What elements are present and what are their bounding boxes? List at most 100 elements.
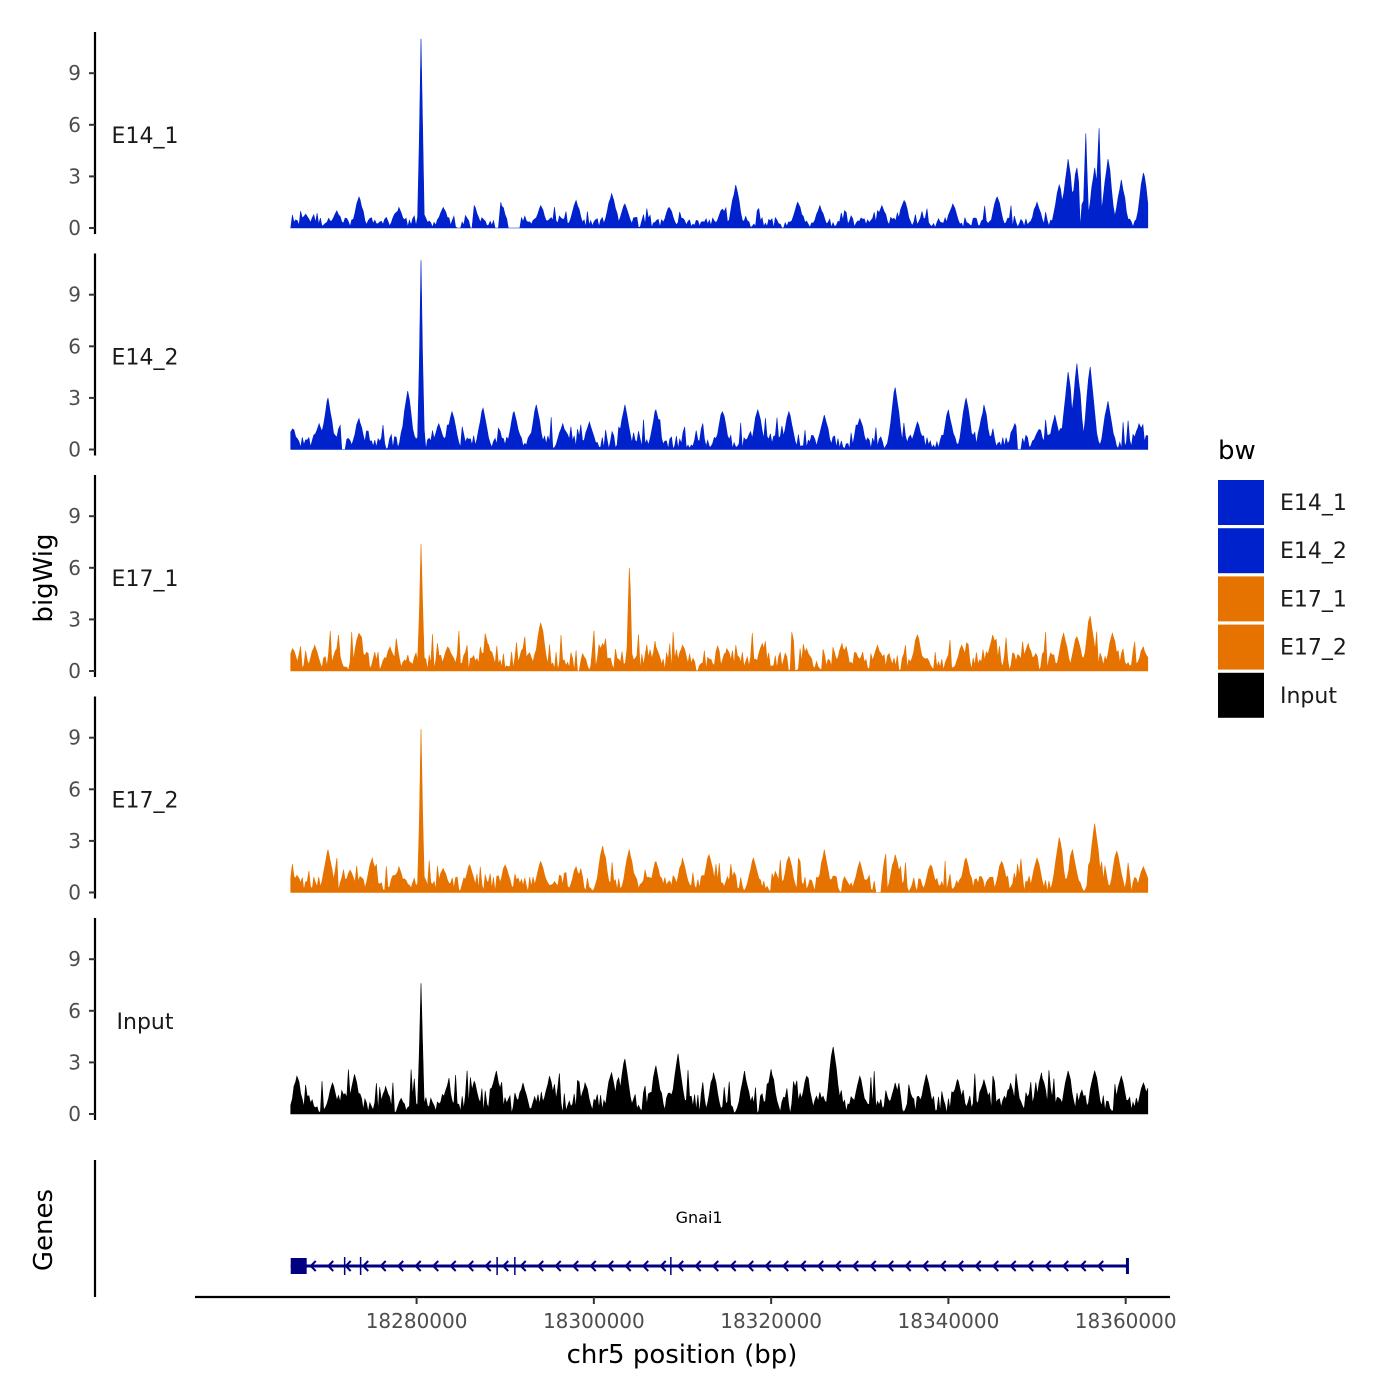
strand-arrow-icon xyxy=(816,1260,824,1272)
strand-arrow-icon xyxy=(449,1260,457,1272)
strand-arrow-icon xyxy=(834,1260,842,1272)
strand-arrow-icon xyxy=(904,1260,912,1272)
legend-label: E14_1 xyxy=(1280,491,1347,516)
track-label: E17_1 xyxy=(112,567,179,592)
y-tick-label: 9 xyxy=(68,504,81,528)
y-tick-label: 9 xyxy=(68,61,81,85)
strand-arrow-icon xyxy=(641,1260,649,1272)
strand-arrow-icon xyxy=(1061,1260,1069,1272)
strand-arrow-icon xyxy=(939,1260,947,1272)
strand-arrow-icon xyxy=(851,1260,859,1272)
strand-arrow-icon xyxy=(781,1260,789,1272)
y-tick-label: 3 xyxy=(68,1050,81,1074)
strand-arrow-icon xyxy=(676,1260,684,1272)
strand-arrow-icon xyxy=(396,1260,404,1272)
legend-swatch-E14_2 xyxy=(1218,528,1264,574)
strand-arrow-icon xyxy=(624,1260,632,1272)
strand-arrow-icon xyxy=(1079,1260,1087,1272)
y-tick-label: 0 xyxy=(68,216,81,240)
strand-arrow-icon xyxy=(974,1260,982,1272)
strand-arrow-icon xyxy=(921,1260,929,1272)
y-tick-label: 3 xyxy=(68,164,81,188)
x-axis: 18280000 18300000 18320000 18340000 18360000 xyxy=(195,1295,1177,1333)
y-tick-label: 0 xyxy=(68,1102,81,1126)
y-tick-label: 0 xyxy=(68,881,81,905)
y-tick-label: 9 xyxy=(68,947,81,971)
strand-arrow-icon xyxy=(326,1260,334,1272)
strand-arrow-icon xyxy=(1044,1260,1052,1272)
track-label: E14_1 xyxy=(112,124,179,149)
y-tick-label: 6 xyxy=(68,999,81,1023)
signal-area-E14_1 xyxy=(290,38,1149,229)
y-axis-title: bigWig xyxy=(29,533,59,622)
x-tick-label: 18320000 xyxy=(720,1309,822,1333)
y-tick-label: 3 xyxy=(68,829,81,853)
track-E14_2: 0 3 6 9 E14_2 xyxy=(68,253,1149,462)
strand-arrow-icon xyxy=(571,1260,579,1272)
strand-arrow-icon xyxy=(501,1260,509,1272)
gene-exon xyxy=(290,1258,307,1274)
legend-label: E17_2 xyxy=(1280,636,1347,661)
strand-arrow-icon xyxy=(764,1260,772,1272)
x-tick-label: 18280000 xyxy=(366,1309,468,1333)
strand-arrow-icon xyxy=(344,1260,352,1272)
y-tick-label: 3 xyxy=(68,607,81,631)
strand-arrow-icon xyxy=(589,1260,597,1272)
track-Input: 0 3 6 9 Input xyxy=(68,918,1149,1126)
track-label: E17_2 xyxy=(112,789,179,814)
strand-arrow-icon xyxy=(484,1260,492,1272)
signal-area-E17_1 xyxy=(290,543,1149,672)
legend-swatch-E17_2 xyxy=(1218,624,1264,670)
strand-arrow-icon xyxy=(536,1260,544,1272)
y-tick-label: 9 xyxy=(68,726,81,750)
legend-swatch-E14_1 xyxy=(1218,480,1264,525)
legend-swatch-E17_1 xyxy=(1218,576,1264,622)
track-E17_2: 0 3 6 9 E17_2 xyxy=(68,696,1149,905)
gene-exon xyxy=(670,1257,672,1275)
y-tick-label: 6 xyxy=(68,113,81,137)
y-tick-label: 0 xyxy=(68,438,81,462)
strand-arrow-icon xyxy=(746,1260,754,1272)
track-label: E14_2 xyxy=(112,346,179,371)
strand-arrow-icon xyxy=(711,1260,719,1272)
strand-arrow-icon xyxy=(799,1260,807,1272)
strand-arrow-icon xyxy=(956,1260,964,1272)
signal-area-E14_2 xyxy=(290,260,1149,451)
legend-label: Input xyxy=(1280,684,1337,709)
x-tick-label: 18340000 xyxy=(898,1309,1000,1333)
legend-title: bw xyxy=(1218,436,1256,466)
x-axis-title: chr5 position (bp) xyxy=(567,1340,798,1370)
strand-arrow-icon xyxy=(379,1260,387,1272)
track-E14_1: 0 3 6 9 E14_1 xyxy=(68,32,1149,240)
strand-arrow-icon xyxy=(431,1260,439,1272)
strand-arrow-icon xyxy=(519,1260,527,1272)
gene-label: Gnai1 xyxy=(676,1208,723,1227)
x-tick-label: 18360000 xyxy=(1075,1309,1177,1333)
strand-arrow-icon xyxy=(309,1260,317,1272)
strand-arrow-icon xyxy=(1096,1260,1104,1272)
legend-label: E17_1 xyxy=(1280,587,1347,612)
tracks-layer: 0 3 6 9 E14_1 0 3 6 9 E14_2 0 3 6 9 E17_1 0 3 6 9 E17_2 0 3 6 9… xyxy=(68,32,1149,1126)
strand-arrow-icon xyxy=(1009,1260,1017,1272)
gene-exon xyxy=(496,1257,498,1275)
strand-arrow-icon xyxy=(886,1260,894,1272)
legend-label: E14_2 xyxy=(1280,539,1347,564)
gene-exon xyxy=(359,1257,362,1275)
y-tick-label: 9 xyxy=(68,283,81,307)
strand-arrow-icon xyxy=(869,1260,877,1272)
track-E17_1: 0 3 6 9 E17_1 xyxy=(68,475,1149,683)
legend: bw E14_1 E14_2 E17_1 E17_2 Input xyxy=(1218,436,1347,718)
legend-swatch-Input xyxy=(1218,672,1264,718)
strand-arrow-icon xyxy=(991,1260,999,1272)
y-tick-label: 6 xyxy=(68,777,81,801)
y-tick-label: 0 xyxy=(68,659,81,683)
strand-arrow-icon xyxy=(554,1260,562,1272)
gene-exon xyxy=(514,1257,516,1275)
strand-arrow-icon xyxy=(414,1260,422,1272)
signal-area-Input xyxy=(290,983,1149,1115)
strand-arrow-icon xyxy=(466,1260,474,1272)
strand-arrow-icon xyxy=(1026,1260,1034,1272)
strand-arrow-icon xyxy=(361,1260,369,1272)
x-tick-label: 18300000 xyxy=(543,1309,645,1333)
